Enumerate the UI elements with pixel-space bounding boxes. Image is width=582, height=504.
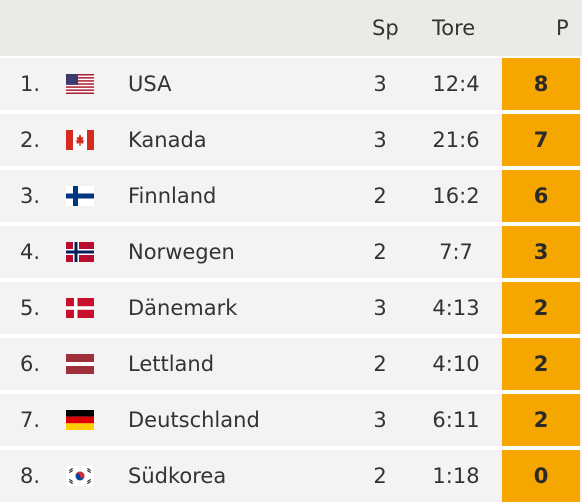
points: 0 <box>502 450 580 502</box>
points: 6 <box>502 170 580 222</box>
points: 8 <box>502 58 580 110</box>
points: 7 <box>502 114 580 166</box>
games-played: 3 <box>373 408 387 432</box>
goals: 16:2 <box>432 184 480 208</box>
points: 2 <box>502 282 580 334</box>
rank: 4. <box>20 240 41 264</box>
canada-flag-icon <box>66 130 94 150</box>
table-row[interactable]: 6. Lettland 2 4:10 2 <box>0 338 582 390</box>
denmark-flag-icon <box>66 298 94 318</box>
header-games: Sp <box>372 16 399 40</box>
rank: 2. <box>20 128 41 152</box>
table-row[interactable]: 3. Finnland 2 16:2 6 <box>0 170 582 222</box>
rank: 6. <box>20 352 41 376</box>
norway-flag-icon <box>66 242 94 262</box>
team-name: Dänemark <box>128 296 238 320</box>
points: 3 <box>502 226 580 278</box>
goals: 6:11 <box>432 408 480 432</box>
games-played: 3 <box>373 128 387 152</box>
header-points: P <box>556 16 569 40</box>
team-name: Finnland <box>128 184 217 208</box>
table-row[interactable]: 1. USA 3 12:4 8 <box>0 58 582 110</box>
rank: 8. <box>20 464 41 488</box>
team-name: Norwegen <box>128 240 235 264</box>
table-row[interactable]: 8. Südkorea 2 1:18 0 <box>0 450 582 502</box>
team-name: USA <box>128 72 172 96</box>
games-played: 3 <box>373 72 387 96</box>
games-played: 2 <box>373 240 387 264</box>
usa-flag-icon <box>66 74 94 94</box>
finland-flag-icon <box>66 186 94 206</box>
goals: 7:7 <box>439 240 473 264</box>
goals: 21:6 <box>432 128 480 152</box>
points: 2 <box>502 338 580 390</box>
games-played: 3 <box>373 296 387 320</box>
goals: 4:13 <box>432 296 480 320</box>
team-name: Deutschland <box>128 408 260 432</box>
goals: 4:10 <box>432 352 480 376</box>
goals: 12:4 <box>432 72 480 96</box>
germany-flag-icon <box>66 410 94 430</box>
table-header: Sp Tore P <box>0 0 582 56</box>
team-name: Südkorea <box>128 464 227 488</box>
header-goals: Tore <box>432 16 476 40</box>
table-row[interactable]: 7. Deutschland 3 6:11 2 <box>0 394 582 446</box>
table-row[interactable]: 5. Dänemark 3 4:13 2 <box>0 282 582 334</box>
points: 2 <box>502 394 580 446</box>
rank: 7. <box>20 408 41 432</box>
games-played: 2 <box>373 464 387 488</box>
latvia-flag-icon <box>66 354 94 374</box>
games-played: 2 <box>373 352 387 376</box>
games-played: 2 <box>373 184 387 208</box>
rank: 5. <box>20 296 41 320</box>
rank: 3. <box>20 184 41 208</box>
team-name: Kanada <box>128 128 207 152</box>
table-row[interactable]: 4. Norwegen 2 7:7 3 <box>0 226 582 278</box>
south-korea-flag-icon <box>66 466 94 486</box>
goals: 1:18 <box>432 464 480 488</box>
table-row[interactable]: 2. Kanada 3 21:6 7 <box>0 114 582 166</box>
team-name: Lettland <box>128 352 215 376</box>
rank: 1. <box>20 72 41 96</box>
